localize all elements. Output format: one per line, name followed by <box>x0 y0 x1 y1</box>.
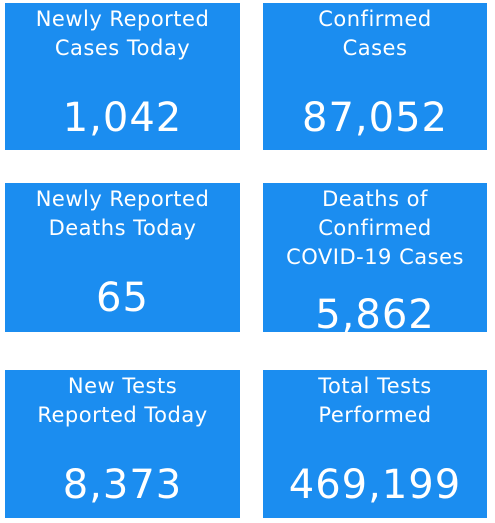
tile-label: Confirmed <box>318 216 432 240</box>
tile-label: Confirmed <box>318 7 432 31</box>
stat-tile: Total Tests Performed 469,199 <box>263 370 487 518</box>
tile-label: Newly Reported <box>35 7 210 31</box>
stat-tile: Confirmed Cases 87,052 <box>263 3 487 150</box>
tile-value: 8,373 <box>62 462 183 508</box>
tile-value: 5,862 <box>315 292 435 332</box>
stat-tile: Deaths of Confirmed COVID-19 Cases 5,862 <box>263 183 487 332</box>
stat-tile: Newly Reported Deaths Today 65 <box>5 183 240 332</box>
tile-label: Deaths of <box>322 187 428 211</box>
tile-label: Cases Today <box>54 36 191 60</box>
tile-label: Cases <box>342 36 408 60</box>
tile-value: 1,042 <box>62 95 183 141</box>
tile-value: 65 <box>96 275 149 321</box>
stat-tile: New Tests Reported Today 8,373 <box>5 370 240 518</box>
stat-tile: Newly Reported Cases Today 1,042 <box>5 3 240 150</box>
tile-label: Total Tests <box>318 374 432 398</box>
tile-label: Reported Today <box>37 403 208 427</box>
tile-label: Newly Reported <box>35 187 210 211</box>
tile-label: COVID-19 Cases <box>286 245 464 269</box>
tile-value: 469,199 <box>288 462 462 508</box>
tile-label: Performed <box>318 403 432 427</box>
tile-value: 87,052 <box>302 95 448 141</box>
tile-label: Deaths Today <box>48 216 197 240</box>
tile-label: New Tests <box>67 374 178 398</box>
